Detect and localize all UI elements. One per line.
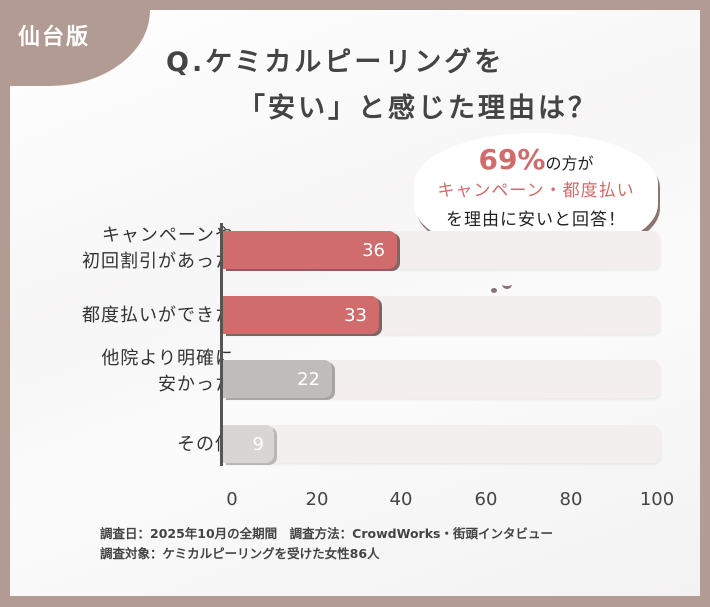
x-tick: 40 [389, 489, 413, 510]
callout-line1-suffix: の方が [545, 154, 594, 173]
x-tick: 0 [226, 489, 238, 510]
bar-campaign: 36 [223, 231, 397, 269]
x-tick: 100 [639, 489, 675, 510]
survey-subjects: 調査対象：ケミカルピーリングを受けた女性86人 [100, 546, 380, 561]
x-tick: 80 [559, 489, 583, 510]
bubble-dot-icon [491, 288, 497, 293]
title-line-1: Q.ケミカルピーリングを [166, 47, 505, 78]
bar-pay-per-visit: 33 [223, 296, 379, 334]
y-axis-line [220, 223, 223, 466]
bar-other: 9 [223, 425, 274, 463]
survey-footnote: 調査日：2025年10月の全期間 調査方法：CrowdWorks・街頭インタビュ… [100, 524, 553, 564]
callout-conclusion: を理由に安いと回答！ [446, 210, 626, 230]
survey-date-method: 調査日：2025年10月の全期間 調査方法：CrowdWorks・街頭インタビュ… [100, 526, 553, 541]
bar-track [223, 425, 660, 463]
bubble-dot-icon [502, 280, 512, 289]
category-label: 都度払いができた [82, 305, 234, 326]
callout-highlight: キャンペーン・都度払い [437, 181, 635, 201]
x-tick: 60 [474, 489, 498, 510]
bar-cheaper-than-others: 22 [223, 360, 332, 398]
x-tick: 20 [305, 489, 329, 510]
region-badge: 仙台版 [18, 25, 91, 50]
title-line-2: 「安い」と感じた理由は？ [238, 93, 598, 124]
callout-percent: 69% [478, 143, 546, 176]
category-label: 他院より明確に 安かった [101, 348, 234, 395]
category-label: その他 [177, 434, 234, 455]
callout-text: 69%の方が キャンペーン・都度払い を理由に安いと回答！ [414, 143, 658, 230]
category-label: キャンペーンや 初回割引があった [82, 225, 234, 272]
